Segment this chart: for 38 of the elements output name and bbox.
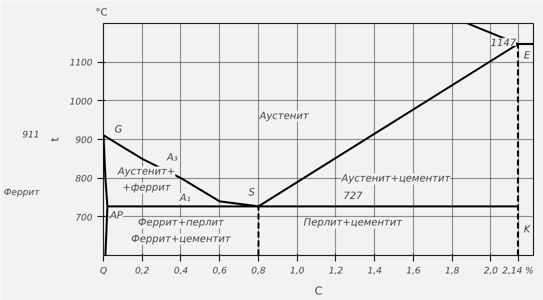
y-axis-title: t — [48, 136, 62, 142]
annotation: S — [248, 187, 256, 198]
x-tick-label: 1,4 — [368, 266, 382, 276]
text: Феррит — [4, 188, 40, 198]
annotation: Аустенит+цементит — [340, 173, 452, 184]
x-tick-label: 0,2 — [135, 266, 150, 276]
x-tick-label: Q — [100, 266, 108, 276]
annotation: +феррит — [122, 182, 172, 194]
text: °C — [96, 8, 108, 18]
x-tick-label: 0,4 — [174, 266, 188, 276]
x-tick-label: 1,2 — [328, 266, 344, 276]
annotation: 727 — [343, 191, 364, 202]
annotation: Феррит+цементит — [131, 234, 232, 245]
annotation: G — [114, 124, 123, 136]
annotation: AP — [108, 210, 124, 222]
y-tick-label: 1100 — [70, 58, 93, 69]
x-tick-label: 2,0 — [484, 266, 498, 276]
x-tick-label: 0,8 — [251, 266, 266, 276]
annotation: Аустенит+ — [116, 166, 176, 178]
y-tick-label: 900 — [75, 136, 93, 146]
annotation: 1147 — [490, 38, 517, 50]
annotation: Аустенит — [258, 110, 310, 122]
annotation: K — [524, 224, 532, 236]
x-tick-label: 1,0 — [290, 266, 305, 276]
x-axis-title: C — [314, 284, 323, 298]
y-tick-label: 800 — [75, 174, 93, 185]
annotation: Феррит+перлит — [138, 218, 226, 229]
x-tick-label: 1,6 — [406, 266, 421, 276]
y-tick-label: 1000 — [70, 97, 93, 108]
annotation: Перлит+цементит — [304, 218, 404, 229]
x-tick-label: 0,6 — [212, 266, 228, 276]
x-tick-label: 2,14 % — [502, 266, 534, 276]
annotation: E — [524, 50, 531, 62]
annotation: A₃ — [166, 152, 178, 164]
text: 911 — [22, 130, 40, 140]
y-tick-label: 700 — [75, 213, 93, 224]
annotation: A₁ — [178, 193, 191, 204]
x-tick-label: 1,8 — [444, 266, 460, 276]
